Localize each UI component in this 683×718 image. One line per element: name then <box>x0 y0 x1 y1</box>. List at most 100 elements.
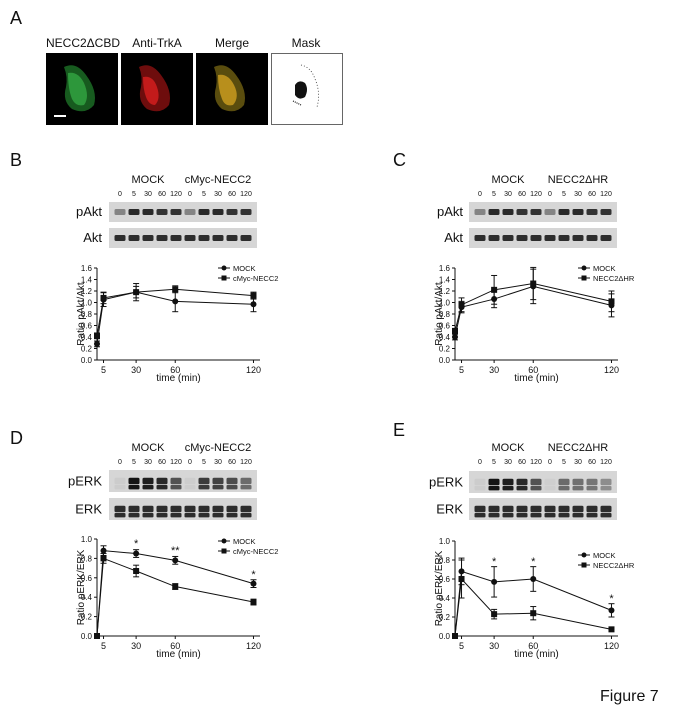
significance-marker: * <box>531 556 536 568</box>
blot-band <box>558 235 570 241</box>
y-axis-label: Ratio pAkt/Akt <box>434 282 445 346</box>
y-tick-label: 0.4 <box>439 333 451 342</box>
blot-time-label: 60 <box>228 191 236 198</box>
blot-band <box>212 512 224 518</box>
blot-band <box>170 484 182 490</box>
blot-band <box>170 209 182 215</box>
blot-time-label: 30 <box>574 459 582 466</box>
legend-marker <box>581 552 587 558</box>
blot-group-label: NECC2ΔHR <box>548 174 609 186</box>
y-axis-label: Ratio pERK/ERK <box>434 550 445 626</box>
y-axis-label: Ratio pAkt/Akt <box>76 282 87 346</box>
y-tick-label: 0.8 <box>81 310 93 319</box>
data-point <box>172 583 179 590</box>
blot-band <box>530 209 542 215</box>
blot-band <box>198 512 210 518</box>
legend-label: MOCK <box>233 264 256 273</box>
legend-label: MOCK <box>593 551 616 560</box>
blot-band <box>530 478 542 486</box>
panel-letter-e: E <box>393 420 406 440</box>
blot-band <box>240 477 252 485</box>
data-point <box>94 633 100 639</box>
y-tick-label: 0.6 <box>81 574 93 583</box>
blot-strip <box>109 228 257 248</box>
blot-time-label: 60 <box>518 459 526 466</box>
x-tick-label: 120 <box>604 641 619 651</box>
y-tick-label: 1.2 <box>81 287 93 296</box>
blot-band <box>128 505 140 513</box>
blot-band <box>128 235 140 241</box>
blot-band <box>572 512 584 518</box>
micrograph-title-merge: Merge <box>214 36 249 50</box>
significance-marker: ** <box>171 545 180 557</box>
blot-band <box>600 209 612 215</box>
blot-row-label: ERK <box>75 501 102 516</box>
legend-label: NECC2ΔHR <box>593 561 635 570</box>
blot-band <box>502 478 514 486</box>
blot-band <box>170 235 182 241</box>
blot-row-label: ERK <box>436 501 463 516</box>
significance-marker: * <box>492 556 497 568</box>
blot-band <box>114 484 126 490</box>
y-tick-label: 0.2 <box>439 613 451 622</box>
blot-band <box>474 235 486 241</box>
micrograph-title-anti-trka: Anti-TrkA <box>132 36 182 50</box>
data-point <box>172 298 179 305</box>
blot-band <box>558 478 570 486</box>
data-point <box>608 298 615 305</box>
blot-band <box>586 209 598 215</box>
data-point <box>491 611 498 618</box>
y-tick-label: 1.6 <box>81 264 93 273</box>
blot-band <box>530 235 542 241</box>
data-point <box>100 294 107 301</box>
blot-band <box>142 505 154 513</box>
blot-time-label: 5 <box>492 459 496 466</box>
data-point <box>491 286 498 293</box>
blot-band <box>586 478 598 486</box>
data-point <box>250 301 257 308</box>
blot-time-label: 0 <box>548 191 552 198</box>
blot-band <box>156 209 168 215</box>
blot-band <box>488 512 500 518</box>
blot-time-label: 120 <box>600 191 612 198</box>
blot-time-label: 30 <box>574 191 582 198</box>
blot-time-label: 5 <box>202 191 206 198</box>
blot-band <box>544 235 556 241</box>
blot-strip <box>469 228 617 248</box>
blot-band <box>502 235 514 241</box>
y-tick-label: 0.6 <box>439 575 451 584</box>
blot-band <box>128 512 140 518</box>
data-point <box>250 580 257 587</box>
y-tick-label: 0.6 <box>439 322 451 331</box>
blot-band <box>572 505 584 513</box>
data-point <box>458 576 465 582</box>
blot-group-label: cMyc-NECC2 <box>185 442 252 454</box>
x-tick-label: 5 <box>101 641 106 651</box>
micrograph-red <box>121 53 193 125</box>
blot-band <box>545 486 556 490</box>
blot-row-label: pAkt <box>437 204 463 219</box>
micrograph-title-necc2dcbd: NECC2ΔCBD <box>45 36 121 50</box>
data-point <box>94 340 100 347</box>
blot-time-label: 120 <box>170 191 182 198</box>
blot-band <box>142 235 154 241</box>
legend-marker <box>581 265 587 271</box>
blot-band <box>198 477 210 485</box>
blot-time-label: 120 <box>240 459 252 466</box>
y-tick-label: 0.2 <box>439 345 451 354</box>
significance-marker: * <box>609 593 614 605</box>
blot-band <box>572 235 584 241</box>
blot-band <box>572 209 584 215</box>
legend-marker <box>221 275 227 281</box>
blot-time-label: 5 <box>202 459 206 466</box>
x-tick-label: 5 <box>101 365 106 375</box>
series-line <box>96 557 254 637</box>
blot-band <box>544 209 556 215</box>
y-tick-label: 0.4 <box>81 333 93 342</box>
y-tick-label: 1.4 <box>439 276 451 285</box>
y-tick-label: 0.6 <box>81 322 93 331</box>
blot-band <box>558 505 570 513</box>
blot-band <box>586 485 598 491</box>
blot-band <box>198 235 210 241</box>
